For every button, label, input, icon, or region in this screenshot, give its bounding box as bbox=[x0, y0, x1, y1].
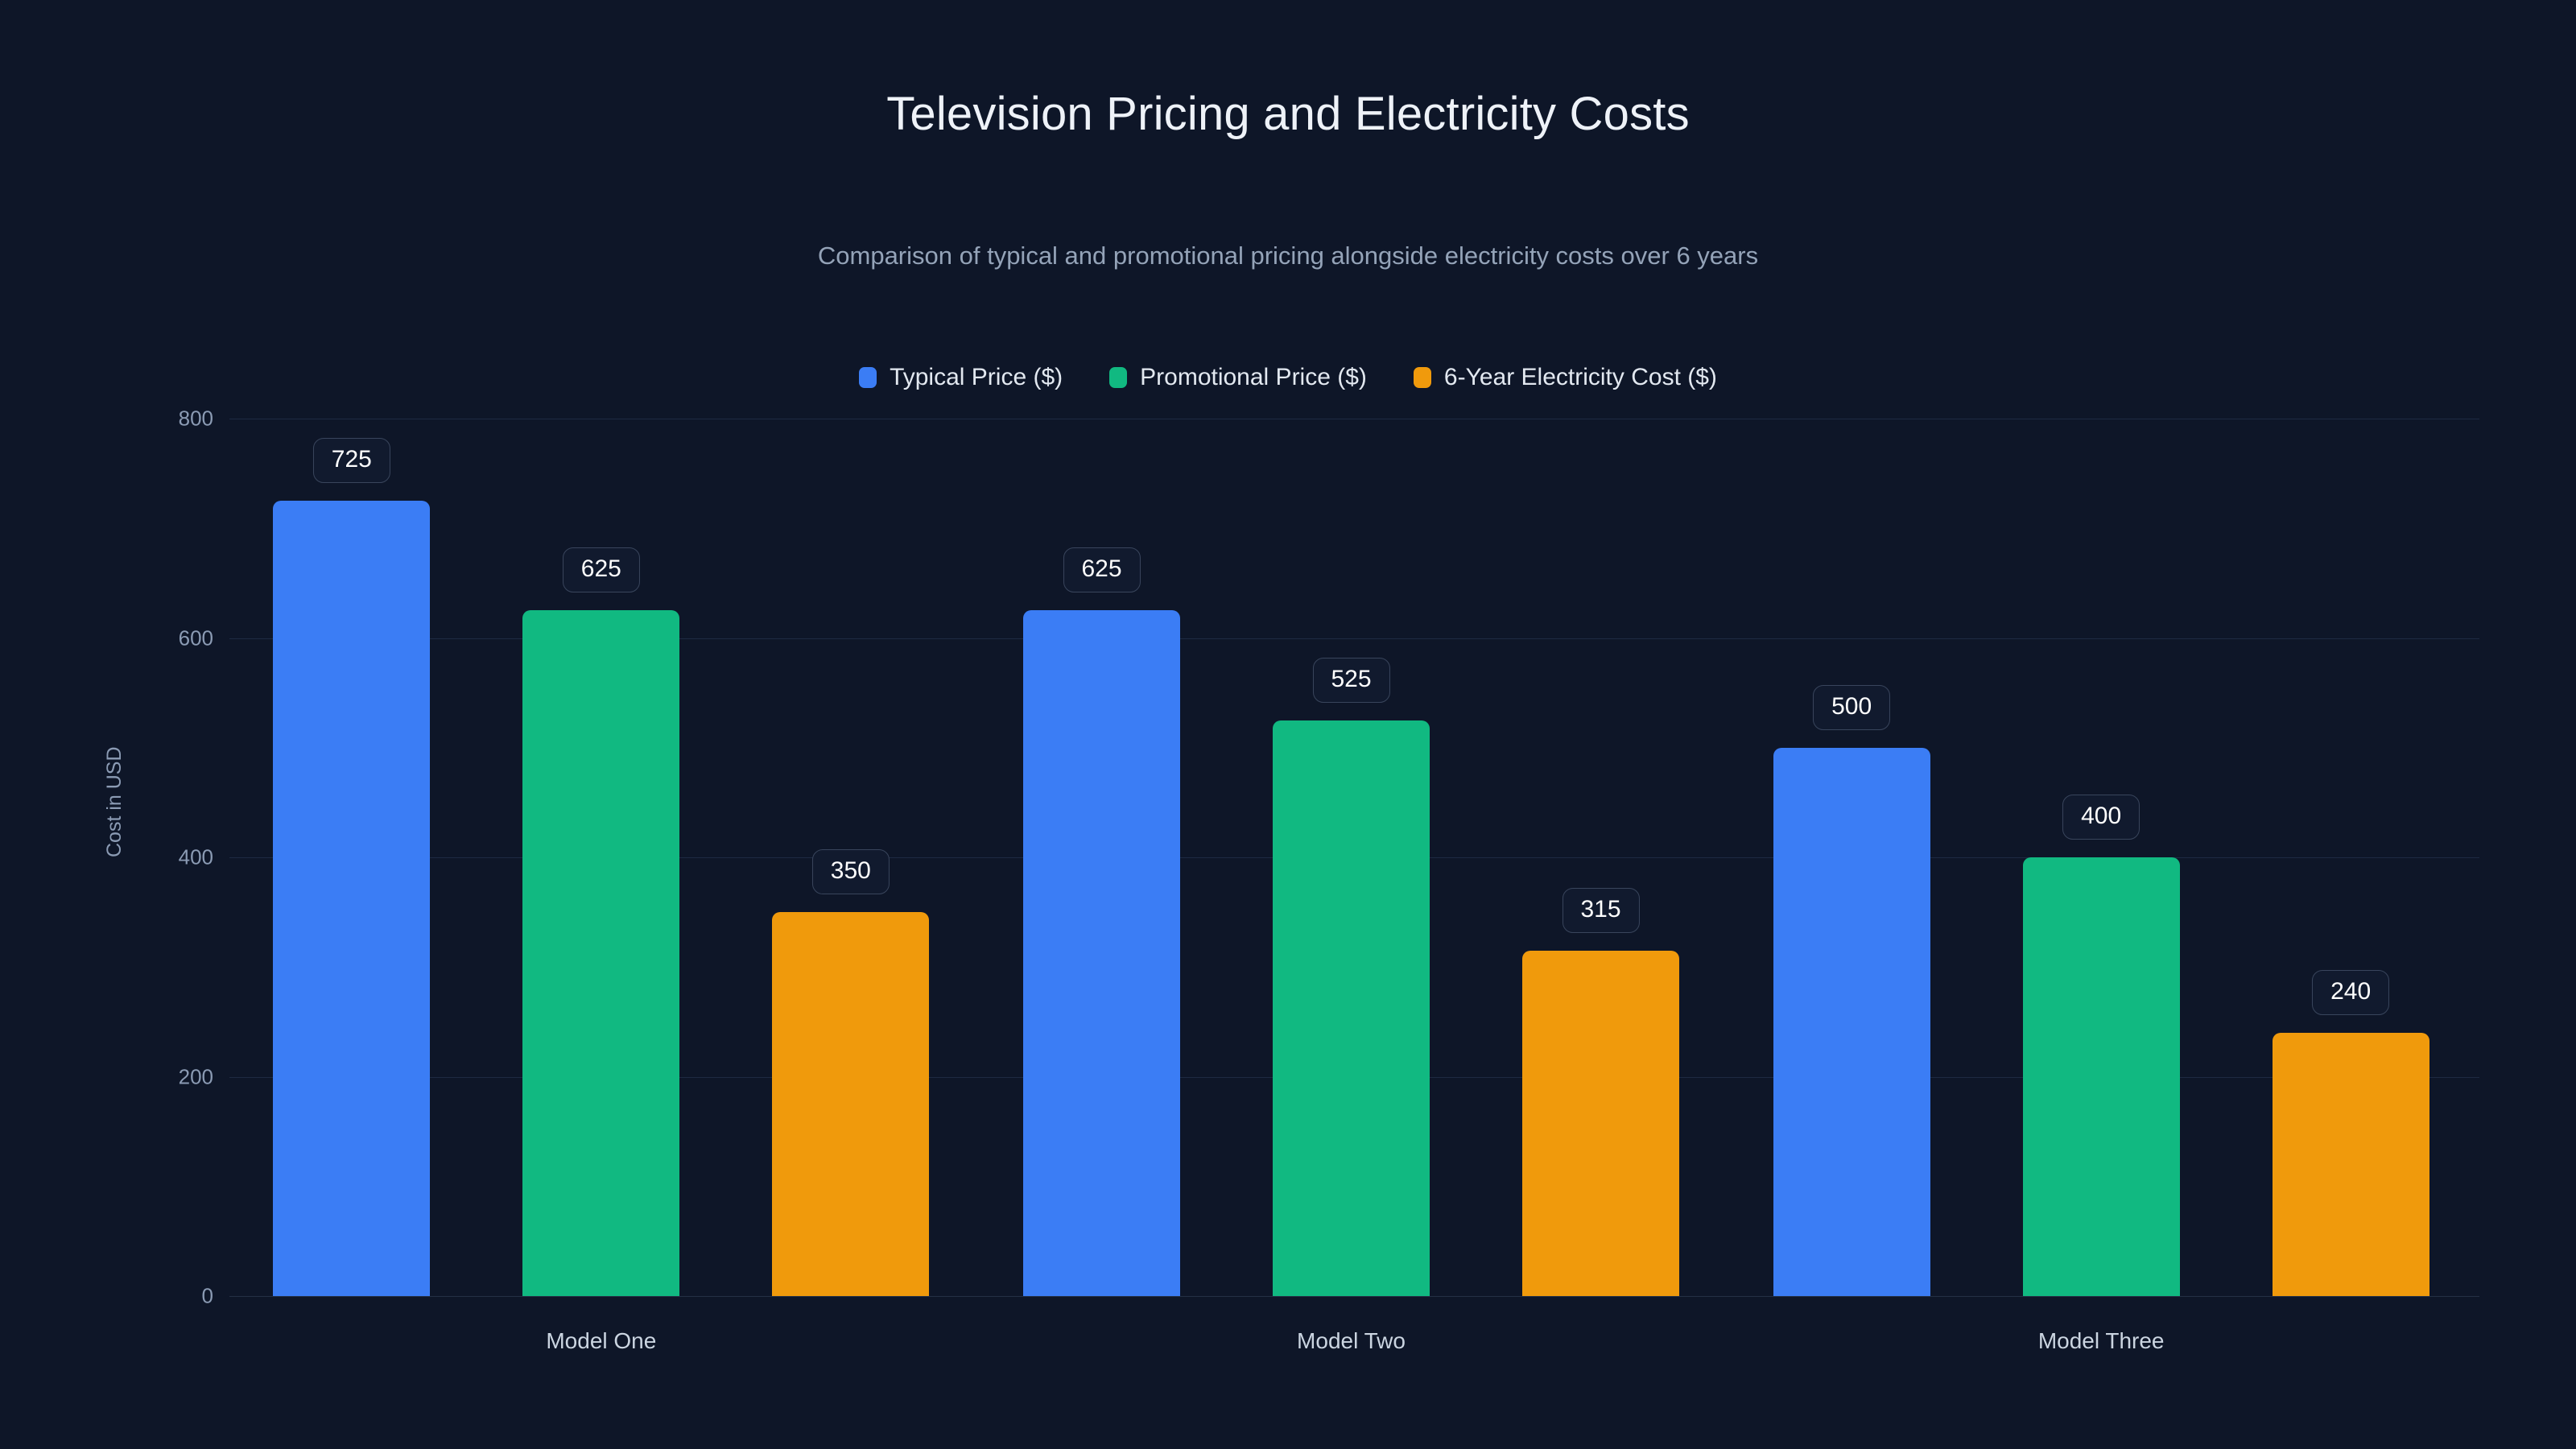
bar[interactable] bbox=[1773, 747, 1930, 1296]
bar-value-label: 400 bbox=[2062, 795, 2140, 840]
legend-label: Promotional Price ($) bbox=[1140, 364, 1367, 390]
chart-legend: Typical Price ($) Promotional Price ($) 6-… bbox=[0, 364, 2576, 391]
bar-value-label: 525 bbox=[1312, 657, 1390, 703]
plot-area: 0 200 400 600 800 725 625 350 625 525 315 500 400 24… bbox=[179, 407, 2479, 1353]
legend-item-1[interactable]: Typical Price ($) bbox=[859, 364, 1063, 391]
bar[interactable] bbox=[1023, 610, 1180, 1296]
x-axis-label: Model Three bbox=[2037, 1328, 2165, 1353]
bar[interactable] bbox=[522, 610, 680, 1296]
legend-label: Typical Price ($) bbox=[890, 364, 1063, 390]
y-axis-tick-label: 800 bbox=[178, 406, 213, 431]
bar[interactable] bbox=[1522, 950, 1679, 1296]
legend-swatch-icon bbox=[859, 367, 877, 388]
bar-value-label: 625 bbox=[562, 547, 640, 593]
bar[interactable] bbox=[2022, 857, 2180, 1296]
chart-title: Television Pricing and Electricity Costs bbox=[886, 88, 1690, 140]
legend-swatch-icon bbox=[1413, 367, 1431, 388]
x-axis-label: Model Two bbox=[1297, 1328, 1406, 1353]
bar-value-label: 625 bbox=[1063, 547, 1141, 593]
bar-value-label: 315 bbox=[1562, 887, 1640, 933]
y-axis-tick-label: 0 bbox=[201, 1283, 213, 1308]
bar[interactable] bbox=[273, 501, 431, 1296]
bar-value-label: 725 bbox=[312, 438, 390, 484]
gridline bbox=[229, 1296, 2479, 1297]
bar[interactable] bbox=[772, 912, 930, 1296]
chart-subtitle: Comparison of typical and promotional pr… bbox=[817, 242, 1759, 270]
legend-swatch-icon bbox=[1109, 367, 1128, 388]
legend-label: 6-Year Electricity Cost ($) bbox=[1443, 364, 1717, 390]
x-axis-label: Model One bbox=[546, 1328, 657, 1353]
y-axis-title: Cost in USD bbox=[103, 746, 126, 857]
y-axis-tick-label: 200 bbox=[178, 1064, 213, 1088]
y-axis-tick-label: 400 bbox=[178, 844, 213, 869]
gridline bbox=[229, 638, 2479, 639]
y-axis-tick-label: 600 bbox=[178, 625, 213, 650]
legend-item-3[interactable]: 6-Year Electricity Cost ($) bbox=[1413, 364, 1717, 391]
bar[interactable] bbox=[1273, 720, 1430, 1296]
legend-item-2[interactable]: Promotional Price ($) bbox=[1109, 364, 1367, 391]
bar-value-label: 240 bbox=[2312, 970, 2390, 1015]
bar-value-label: 350 bbox=[811, 849, 890, 895]
bar[interactable] bbox=[2272, 1033, 2429, 1296]
bar-value-label: 500 bbox=[1813, 684, 1891, 730]
